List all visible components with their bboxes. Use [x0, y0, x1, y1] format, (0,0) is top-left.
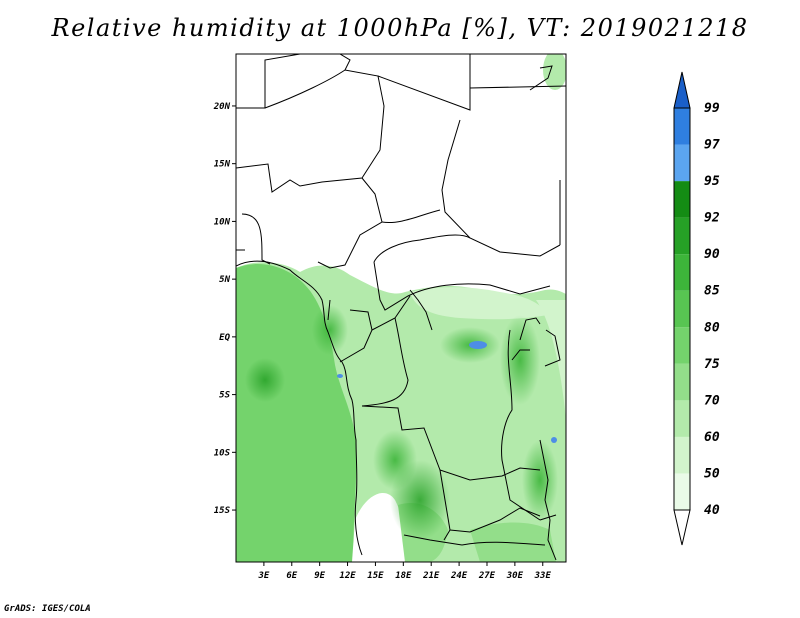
colorbar-segment — [674, 400, 690, 437]
x-tick-label: 15E — [367, 571, 384, 581]
x-tick-label: 21E — [422, 571, 440, 581]
colorbar-label: 90 — [704, 247, 720, 262]
colorbar-label: 40 — [704, 503, 720, 518]
x-tick-label: 24E — [450, 571, 468, 581]
colorbar-label: 60 — [704, 430, 720, 445]
colorbar-label: 80 — [704, 320, 720, 335]
y-tick-label: 20N — [213, 102, 231, 112]
colorbar-segment — [674, 290, 690, 328]
y-tick-label: 15N — [214, 160, 231, 170]
y-tick-label: 10N — [214, 217, 231, 227]
x-tick-label: 12E — [339, 571, 356, 581]
x-tick-label: 9E — [314, 571, 325, 581]
colorbar-label: 95 — [704, 174, 720, 189]
map-borders — [236, 54, 566, 561]
colorbar-segment — [674, 327, 690, 364]
latitude-axis: 20N 15N 10N 5N EQ 5S 10S 15S — [213, 102, 236, 516]
colorbar-segment — [674, 473, 690, 510]
colorbar: 40 50 60 70 75 80 85 90 92 95 97 99 — [673, 71, 720, 546]
x-tick-label: 33E — [534, 571, 552, 581]
y-tick-label: 15S — [214, 506, 231, 516]
x-tick-label: 18E — [395, 571, 412, 581]
colorbar-label: 99 — [704, 101, 720, 116]
colorbar-segment — [674, 108, 690, 145]
y-tick-label: 10S — [214, 448, 231, 458]
colorbar-label: 50 — [704, 466, 720, 481]
x-tick-label: 3E — [257, 571, 269, 581]
colorbar-segment — [674, 254, 690, 291]
colorbar-label: 85 — [704, 284, 720, 299]
colorbar-segment — [674, 436, 690, 474]
colorbar-label: 92 — [704, 211, 720, 226]
colorbar-segment — [674, 217, 690, 255]
colorbar-outline — [673, 107, 691, 511]
colorbar-label: 70 — [704, 393, 720, 408]
y-tick-label: 5S — [219, 391, 230, 401]
x-tick-label: 6E — [286, 571, 297, 581]
colorbar-segment — [674, 144, 690, 182]
colorbar-segment — [674, 363, 690, 401]
x-tick-label: 27E — [478, 571, 496, 581]
y-tick-label: EQ — [219, 333, 230, 343]
y-tick-label: 5N — [219, 275, 230, 285]
footer-credit: GrADS: IGES/COLA — [4, 604, 91, 614]
humidity-field — [236, 54, 566, 562]
map-title: Relative humidity at 1000hPa [%], VT: 20… — [51, 14, 749, 42]
longitude-axis: 3E 6E 9E 12E 15E 18E 21E 24E 27E 30E 33E — [257, 562, 551, 581]
colorbar-label: 97 — [704, 138, 720, 153]
map-frame — [235, 53, 567, 563]
colorbar-segment — [673, 509, 691, 546]
colorbar-segment — [673, 71, 691, 109]
x-tick-label: 30E — [506, 571, 524, 581]
colorbar-segment — [674, 181, 690, 218]
colorbar-label: 75 — [704, 357, 720, 372]
